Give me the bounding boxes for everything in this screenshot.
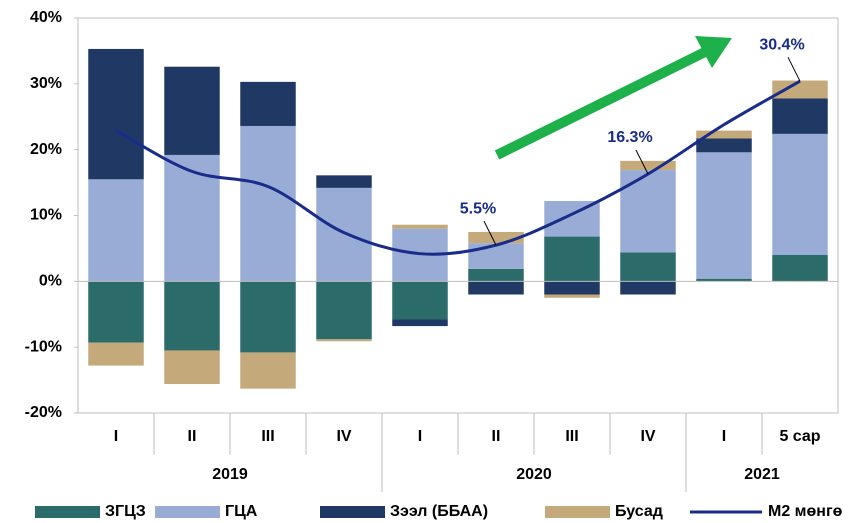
bar-segment <box>696 130 752 139</box>
bar-segment <box>88 179 144 282</box>
x-tick-label: IV <box>640 428 655 445</box>
x-tick-label: I <box>418 428 422 445</box>
bar-segment <box>164 350 220 385</box>
bar-segment <box>240 281 296 353</box>
bar-segment <box>620 252 676 282</box>
bar-segment <box>316 281 372 340</box>
label-leader <box>483 220 497 246</box>
bar-segment <box>772 98 828 134</box>
x-tick-label: III <box>261 428 274 445</box>
bar-segment <box>696 138 752 153</box>
legend-swatch <box>155 506 220 518</box>
bar-segment <box>468 231 524 244</box>
x-tick-label: 5 сар <box>779 428 820 445</box>
bar-segment <box>544 236 600 282</box>
bar-segment <box>544 201 600 237</box>
x-tick-label: II <box>492 428 501 445</box>
bar-segment <box>88 48 144 180</box>
bar-segment <box>468 281 524 295</box>
y-tick-label: 0% <box>39 273 62 290</box>
bar-segment <box>392 224 448 229</box>
x-tick-label: IV <box>336 428 351 445</box>
legend-swatch <box>320 506 385 518</box>
x-tick-label: III <box>565 428 578 445</box>
bar-segment <box>240 81 296 126</box>
x-tick-label: I <box>722 428 726 445</box>
label-leader <box>635 149 649 175</box>
data-label: 5.5% <box>460 200 496 217</box>
x-tick-label: II <box>188 428 197 445</box>
bar-segment <box>392 281 448 320</box>
legend-label: ГЦА <box>225 503 258 520</box>
bar-segment <box>316 187 372 282</box>
bar-segment <box>772 80 828 99</box>
y-tick-label: -10% <box>25 338 62 355</box>
bar-segment <box>88 342 144 366</box>
legend-label: ЗГЦЗ <box>105 503 146 520</box>
bar-segment <box>88 281 144 343</box>
group-label: 2020 <box>516 466 552 483</box>
y-tick-label: -20% <box>25 404 62 421</box>
bar-segment <box>164 154 220 282</box>
legend-swatch <box>35 506 100 518</box>
bar-segment <box>696 152 752 279</box>
bar-segment <box>696 278 752 282</box>
y-tick-label: 40% <box>30 9 62 26</box>
bar-segment <box>240 125 296 282</box>
label-leader <box>787 56 801 82</box>
group-label: 2021 <box>744 466 780 483</box>
trend-arrow <box>494 36 732 160</box>
group-label: 2019 <box>212 466 248 483</box>
data-label: 16.3% <box>607 129 652 146</box>
legend-label: Бусад <box>615 503 663 520</box>
bar-segment <box>620 170 676 253</box>
bar-segment <box>620 160 676 171</box>
bar-segment <box>772 133 828 255</box>
bar-segment <box>772 255 828 282</box>
bar-segment <box>620 281 676 295</box>
y-tick-label: 10% <box>30 207 62 224</box>
y-tick-label: 30% <box>30 75 62 92</box>
bar-segment <box>392 319 448 327</box>
y-tick-label: 20% <box>30 141 62 158</box>
data-label: 30.4% <box>759 36 804 53</box>
bar-segment <box>240 352 296 389</box>
bar-segment <box>316 175 372 188</box>
line <box>115 79 801 256</box>
bar-segment <box>544 281 600 295</box>
bar-segment <box>468 268 524 282</box>
legend-swatch <box>545 506 610 518</box>
bar-segment <box>468 243 524 269</box>
legend-label: M2 мөнгө <box>768 503 843 520</box>
bar-segment <box>164 66 220 155</box>
bar-segment <box>316 339 372 342</box>
x-tick-label: I <box>114 428 118 445</box>
legend-label: Зээл (ББАА) <box>390 503 488 520</box>
bar-segment <box>544 294 600 298</box>
bar-segment <box>164 281 220 351</box>
